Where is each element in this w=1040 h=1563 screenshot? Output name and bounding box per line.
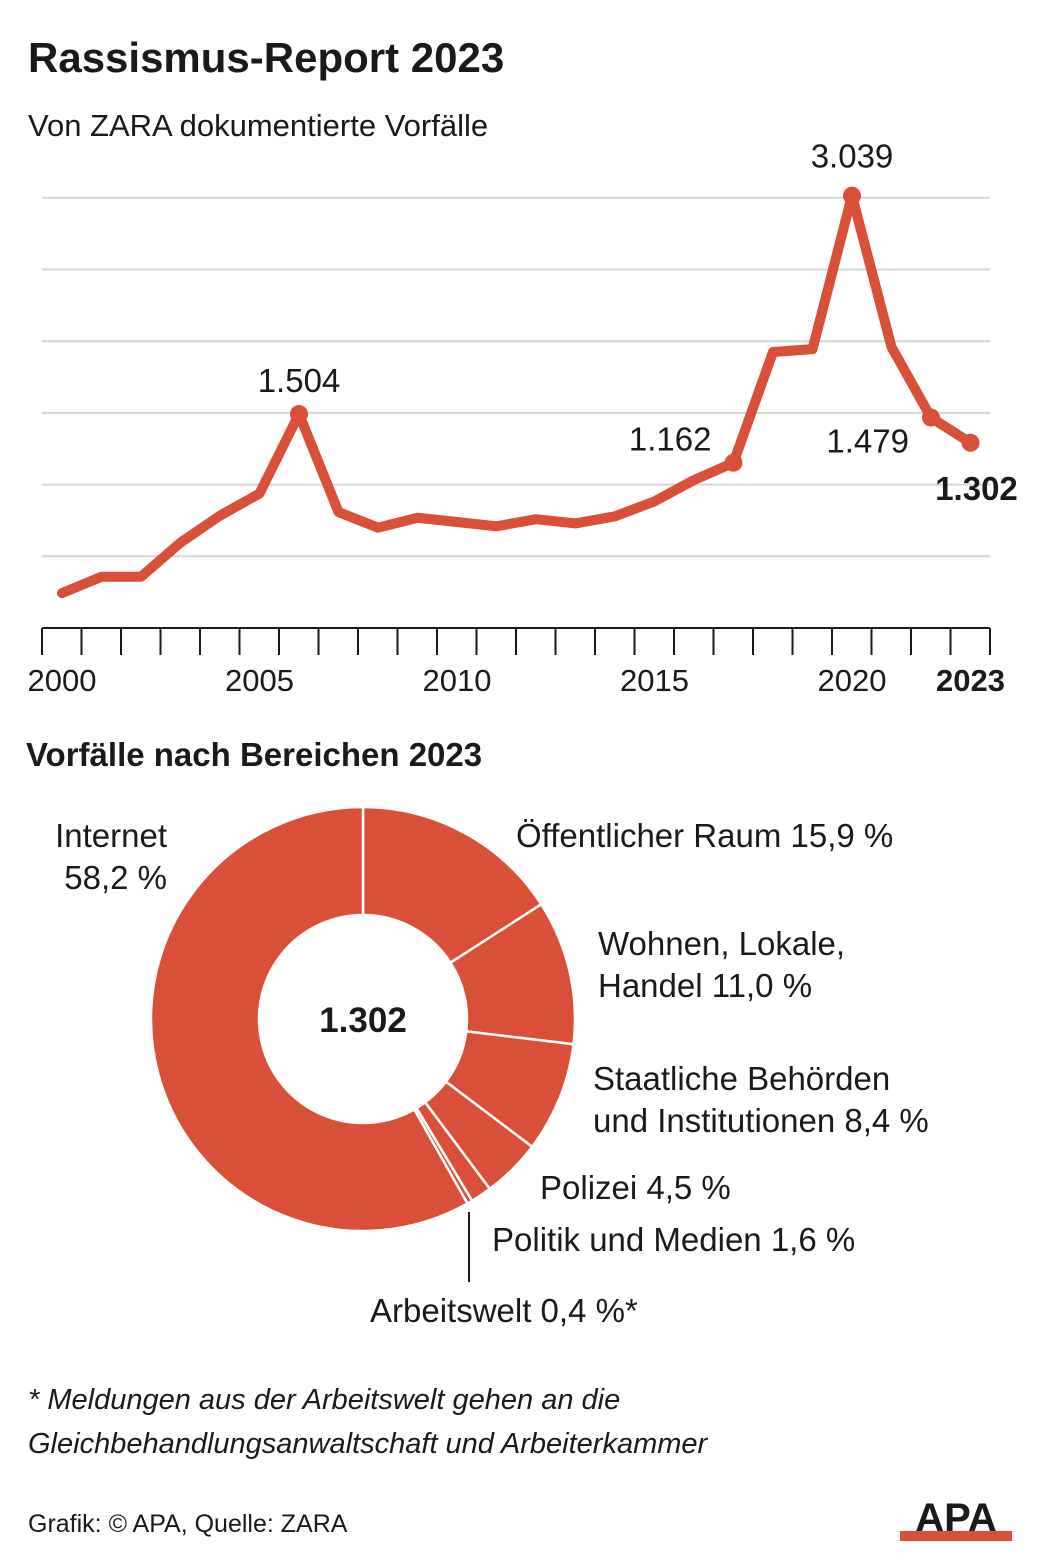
x-tick-label: 2023 — [936, 663, 1005, 698]
x-tick-label: 2015 — [620, 663, 689, 698]
data-label: 1.302 — [935, 470, 1018, 507]
slice-label: Wohnen, Lokale, — [598, 925, 845, 962]
source-credit: Grafik: © APA, Quelle: ZARA — [28, 1510, 348, 1538]
x-tick-label: 2010 — [423, 663, 492, 698]
x-tick-label: 2020 — [818, 663, 887, 698]
slice-label: Handel 11,0 % — [598, 967, 812, 1004]
slice-label: 58,2 % — [64, 859, 167, 896]
slice-label: und Institutionen 8,4 % — [593, 1102, 929, 1139]
slice-label: Arbeitswelt 0,4 %* — [370, 1292, 638, 1329]
donut-section-title: Vorfälle nach Bereichen 2023 — [26, 736, 483, 773]
data-label: 1.479 — [826, 423, 909, 460]
apa-logo-bar — [900, 1531, 1012, 1541]
slice-label: Öffentlicher Raum 15,9 % — [516, 817, 893, 854]
donut-slice — [423, 1079, 534, 1191]
data-point — [843, 186, 861, 205]
data-point — [724, 453, 743, 472]
apa-logo: APA — [900, 1497, 1012, 1541]
chart-subtitle: Von ZARA dokumentierte Vorfälle — [28, 108, 489, 143]
data-label: 1.504 — [258, 362, 341, 399]
chart-title: Rassismus-Report 2023 — [28, 34, 505, 81]
data-point — [961, 433, 980, 452]
donut-slice — [448, 902, 577, 1046]
data-point — [290, 405, 308, 424]
slice-label: Internet — [55, 817, 167, 854]
data-label: 1.162 — [629, 421, 712, 458]
slice-label: Polizei 4,5 % — [540, 1169, 731, 1206]
x-tick-label: 2005 — [225, 663, 294, 698]
donut-slice — [444, 1030, 575, 1149]
donut-slice — [414, 1100, 492, 1203]
data-label: 3.039 — [811, 140, 894, 175]
footnote-line-2: Gleichbehandlungsanwaltschaft und Arbeit… — [28, 1428, 708, 1460]
slice-label: Politik und Medien 1,6 % — [492, 1221, 855, 1258]
footnote: * Meldungen aus der Arbeitswelt gehen an… — [28, 1378, 1008, 1466]
donut-slice — [361, 805, 544, 965]
line-chart: 2000 2005 2010 2015 2020 2023 1.504 1.162 3.039 1… — [28, 140, 1018, 698]
footnote-line-1: * Meldungen aus der Arbeitswelt gehen an… — [28, 1384, 621, 1416]
series-line — [57, 190, 976, 599]
donut-slice — [149, 805, 470, 1233]
x-tick-label: 2000 — [28, 663, 97, 698]
donut-center-label: 1.302 — [319, 1001, 407, 1040]
data-point — [922, 408, 940, 427]
slice-label: Staatliche Behörden — [593, 1060, 890, 1097]
donut-slice — [412, 1106, 474, 1206]
